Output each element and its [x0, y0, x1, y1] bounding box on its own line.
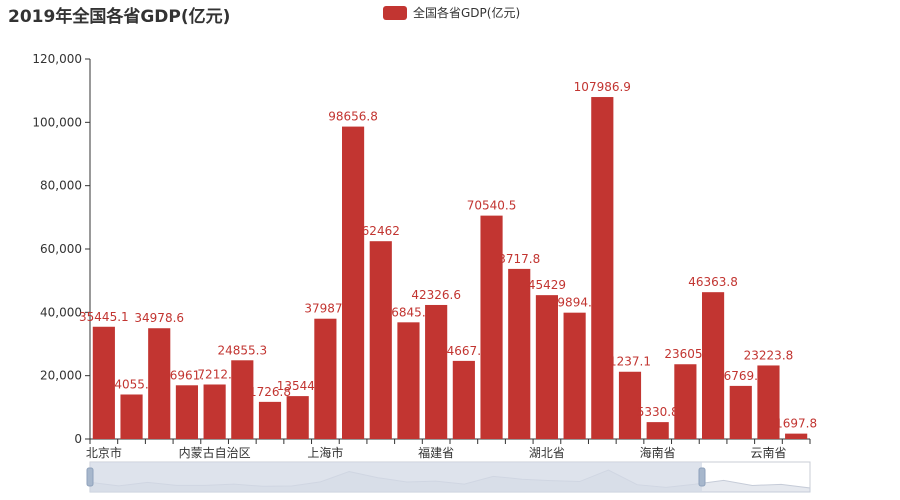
- data-label: 1237.1: [609, 355, 651, 369]
- data-label: 6961.: [170, 368, 204, 382]
- x-tick-label: 云南省: [750, 445, 786, 460]
- y-tick-label: 40,000: [40, 305, 82, 319]
- data-label: 45429: [528, 278, 566, 292]
- x-tick-label: 湖北省: [529, 445, 565, 460]
- y-tick-label: 100,000: [32, 115, 82, 129]
- x-tick-label: 福建省: [418, 445, 454, 460]
- bar-广西壮族自治区: [618, 371, 642, 439]
- bar-上海市: [314, 318, 337, 439]
- bar-江西省: [452, 360, 475, 439]
- x-tick-label: 上海市: [307, 445, 343, 460]
- datazoom-selection[interactable]: [90, 462, 702, 492]
- y-tick-label: 80,000: [40, 179, 82, 193]
- bar-西藏自治区: [785, 433, 808, 439]
- data-label: 4667.: [447, 344, 481, 358]
- bar-山西省: [175, 385, 198, 439]
- datazoom-end-handle[interactable]: [698, 467, 706, 487]
- x-tick-label: 北京市: [86, 445, 122, 460]
- data-label: 46363.8: [688, 275, 738, 289]
- x-tick-label: 海南省: [640, 445, 676, 460]
- legend-label: 全国各省GDP(亿元): [413, 6, 521, 20]
- data-label: 23605.: [664, 347, 706, 361]
- data-label: 6769.: [724, 369, 758, 383]
- data-label: 4055.: [114, 377, 148, 391]
- bar-重庆市: [674, 364, 697, 439]
- y-tick-label: 60,000: [40, 242, 82, 256]
- data-label: 70540.5: [467, 199, 517, 213]
- bar-辽宁省: [231, 360, 254, 439]
- bar-黑龙江省: [286, 396, 309, 439]
- bar-吉林省: [258, 401, 282, 439]
- bar-云南省: [757, 365, 780, 439]
- data-label: 9894.: [557, 296, 591, 310]
- bar-四川省: [702, 292, 725, 439]
- bar-福建省: [425, 304, 448, 439]
- data-label: 37987.: [304, 302, 346, 316]
- data-label: 107986.9: [574, 80, 631, 94]
- bar-浙江省: [369, 241, 392, 439]
- data-label: 23223.8: [744, 348, 794, 362]
- bar-海南省: [646, 422, 669, 439]
- data-label: 34978.6: [134, 311, 184, 325]
- bar-河北省: [148, 328, 171, 439]
- chart-title: 2019年全国各省GDP(亿元): [8, 7, 231, 27]
- data-label: 5330.8: [637, 405, 679, 419]
- bar-湖南省: [563, 312, 586, 439]
- x-tick-label: 内蒙古自治区: [179, 445, 251, 460]
- bar-江苏省: [342, 126, 365, 440]
- bar-北京市: [92, 326, 115, 439]
- bar-广东省: [591, 97, 614, 440]
- bar-山东省: [480, 215, 503, 439]
- y-tick-label: 0: [74, 432, 82, 446]
- data-label: 62462: [362, 224, 400, 238]
- datazoom-start-handle[interactable]: [86, 467, 94, 487]
- data-label: 6845.: [391, 305, 425, 319]
- bar-河南省: [508, 268, 531, 439]
- data-label: 42326.6: [411, 288, 461, 302]
- data-label: 24855.3: [217, 343, 267, 357]
- data-label: 3717.8: [498, 252, 540, 266]
- legend[interactable]: 全国各省GDP(亿元): [383, 4, 520, 21]
- bar-天津市: [120, 394, 143, 439]
- bar-安徽省: [397, 322, 420, 439]
- data-label: 35445.1: [79, 310, 129, 324]
- legend-swatch: [383, 5, 407, 20]
- y-tick-label: 20,000: [40, 369, 82, 383]
- y-tick-label: 120,000: [32, 52, 82, 66]
- data-label: 1697.8: [775, 417, 817, 431]
- bar-湖北省: [535, 295, 558, 439]
- bar-贵州省: [729, 385, 752, 439]
- data-label: 13544.: [277, 379, 319, 393]
- data-label: 1726.8: [249, 385, 291, 399]
- data-label: 7212.: [197, 367, 231, 381]
- data-label: 98656.8: [328, 110, 378, 124]
- bar-内蒙古自治区: [203, 384, 226, 439]
